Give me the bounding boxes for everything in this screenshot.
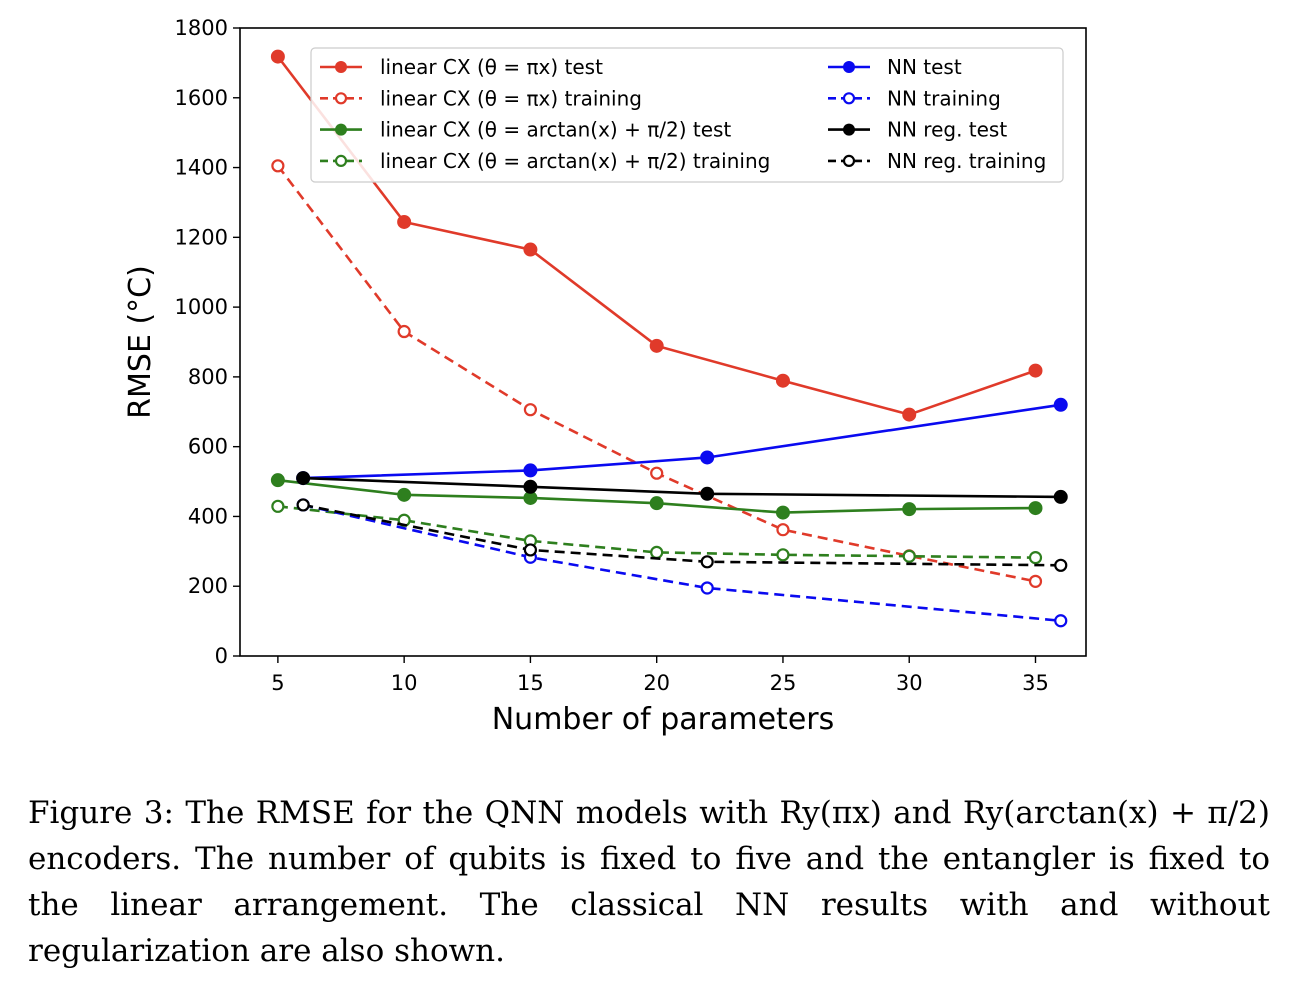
series-line [303,403,1061,480]
y-tick-label: 1000 [175,295,228,319]
x-tick-label: 10 [391,671,418,695]
legend-marker [842,154,856,167]
legend-box [310,47,1064,183]
legend-marker [334,92,348,105]
data-point [397,214,412,229]
series-3 [270,473,1043,520]
data-point [649,496,664,511]
legend-marker [335,61,347,73]
data-point [1054,614,1068,628]
data-point [776,523,790,537]
rmse-chart: 5 10 15 20 25 30 35 0 200 400 600 800 1000 1200 1400 16… [123,16,1087,737]
x-axis-label: Number of parameters [492,702,835,737]
data-point [902,407,917,422]
data-point [775,505,790,520]
legend-label: linear CX (θ = πx) test [380,55,603,79]
data-point [397,487,412,502]
y-tick-label: 400 [188,504,228,528]
data-point [1054,558,1068,572]
legend-entry: NN test [828,55,962,79]
data-point [397,324,411,339]
series-6 [296,498,1068,628]
legend-marker [843,61,855,73]
legend-entry: NN training [828,86,1001,110]
legend-entry: linear CX (θ = arctan(x) + π/2) test [320,118,731,142]
legend-label: NN training [887,86,1001,110]
data-point [296,498,310,512]
legend-entry: linear CX (θ = πx) training [320,86,642,110]
data-point [775,373,790,388]
legend-marker [842,92,856,105]
series-5 [296,397,1068,486]
y-tick-label: 800 [188,365,228,389]
data-point [1028,363,1043,378]
data-point [270,49,285,64]
data-point [649,338,664,353]
legend-label: NN reg. test [887,118,1007,142]
legend-entry: linear CX (θ = πx) test [320,55,603,79]
plot-frame [239,27,1087,657]
x-tick-label: 20 [643,671,670,695]
y-tick-label: 200 [188,574,228,598]
data-point [523,242,538,257]
series-1 [270,49,1043,422]
x-tick-label: 30 [896,671,923,695]
data-point [1028,551,1043,565]
data-point [523,463,538,478]
data-point [700,555,714,569]
y-tick-label: 1600 [175,86,228,110]
data-point [271,159,285,173]
x-tick-label: 5 [271,671,284,695]
data-point [523,403,538,417]
data-point [776,548,790,562]
legend-entry: NN reg. training [828,149,1046,173]
y-axis-label: RMSE (°C) [123,265,158,419]
y-tick-label: 0 [215,644,228,668]
legend-label: linear CX (θ = arctan(x) + π/2) test [380,118,731,142]
data-point [650,545,664,559]
series-7 [296,471,1068,504]
legend-entry: NN reg. test [828,118,1007,142]
legend-marker [335,123,347,136]
legend-marker [334,154,348,167]
data-point [523,543,538,557]
legend-label: NN test [887,55,962,79]
data-point [296,471,311,486]
legend-entry: linear CX (θ = arctan(x) + π/2) training [320,149,770,173]
data-point [270,473,285,488]
x-tick-label: 35 [1022,671,1049,695]
data-point [271,499,285,513]
data-point [700,450,715,465]
data-point [1028,501,1043,516]
series-line [302,503,1061,623]
data-point [1053,397,1068,412]
data-point [902,549,916,563]
y-tick-label: 1800 [175,16,228,40]
x-tick-label: 25 [770,671,797,695]
data-point [523,479,538,494]
data-point [902,502,917,517]
legend-label: NN reg. training [887,149,1046,173]
series-8 [296,498,1068,572]
x-tick-label: 15 [517,671,544,695]
legend-label: linear CX (θ = arctan(x) + π/2) training [380,149,770,173]
data-point [700,486,715,501]
data-point [1028,574,1043,588]
data-point [700,581,714,595]
y-tick-label: 600 [188,435,228,459]
series-line [303,476,1061,499]
legend-marker [843,123,855,136]
figure-caption: Figure 3: The RMSE for the QNN models wi… [28,795,1270,969]
series-line [302,503,1061,567]
y-tick-label: 1400 [175,156,228,180]
data-point [650,466,664,480]
data-point [1053,489,1068,504]
y-tick-label: 1200 [175,225,228,249]
legend-label: linear CX (θ = πx) training [380,86,642,110]
